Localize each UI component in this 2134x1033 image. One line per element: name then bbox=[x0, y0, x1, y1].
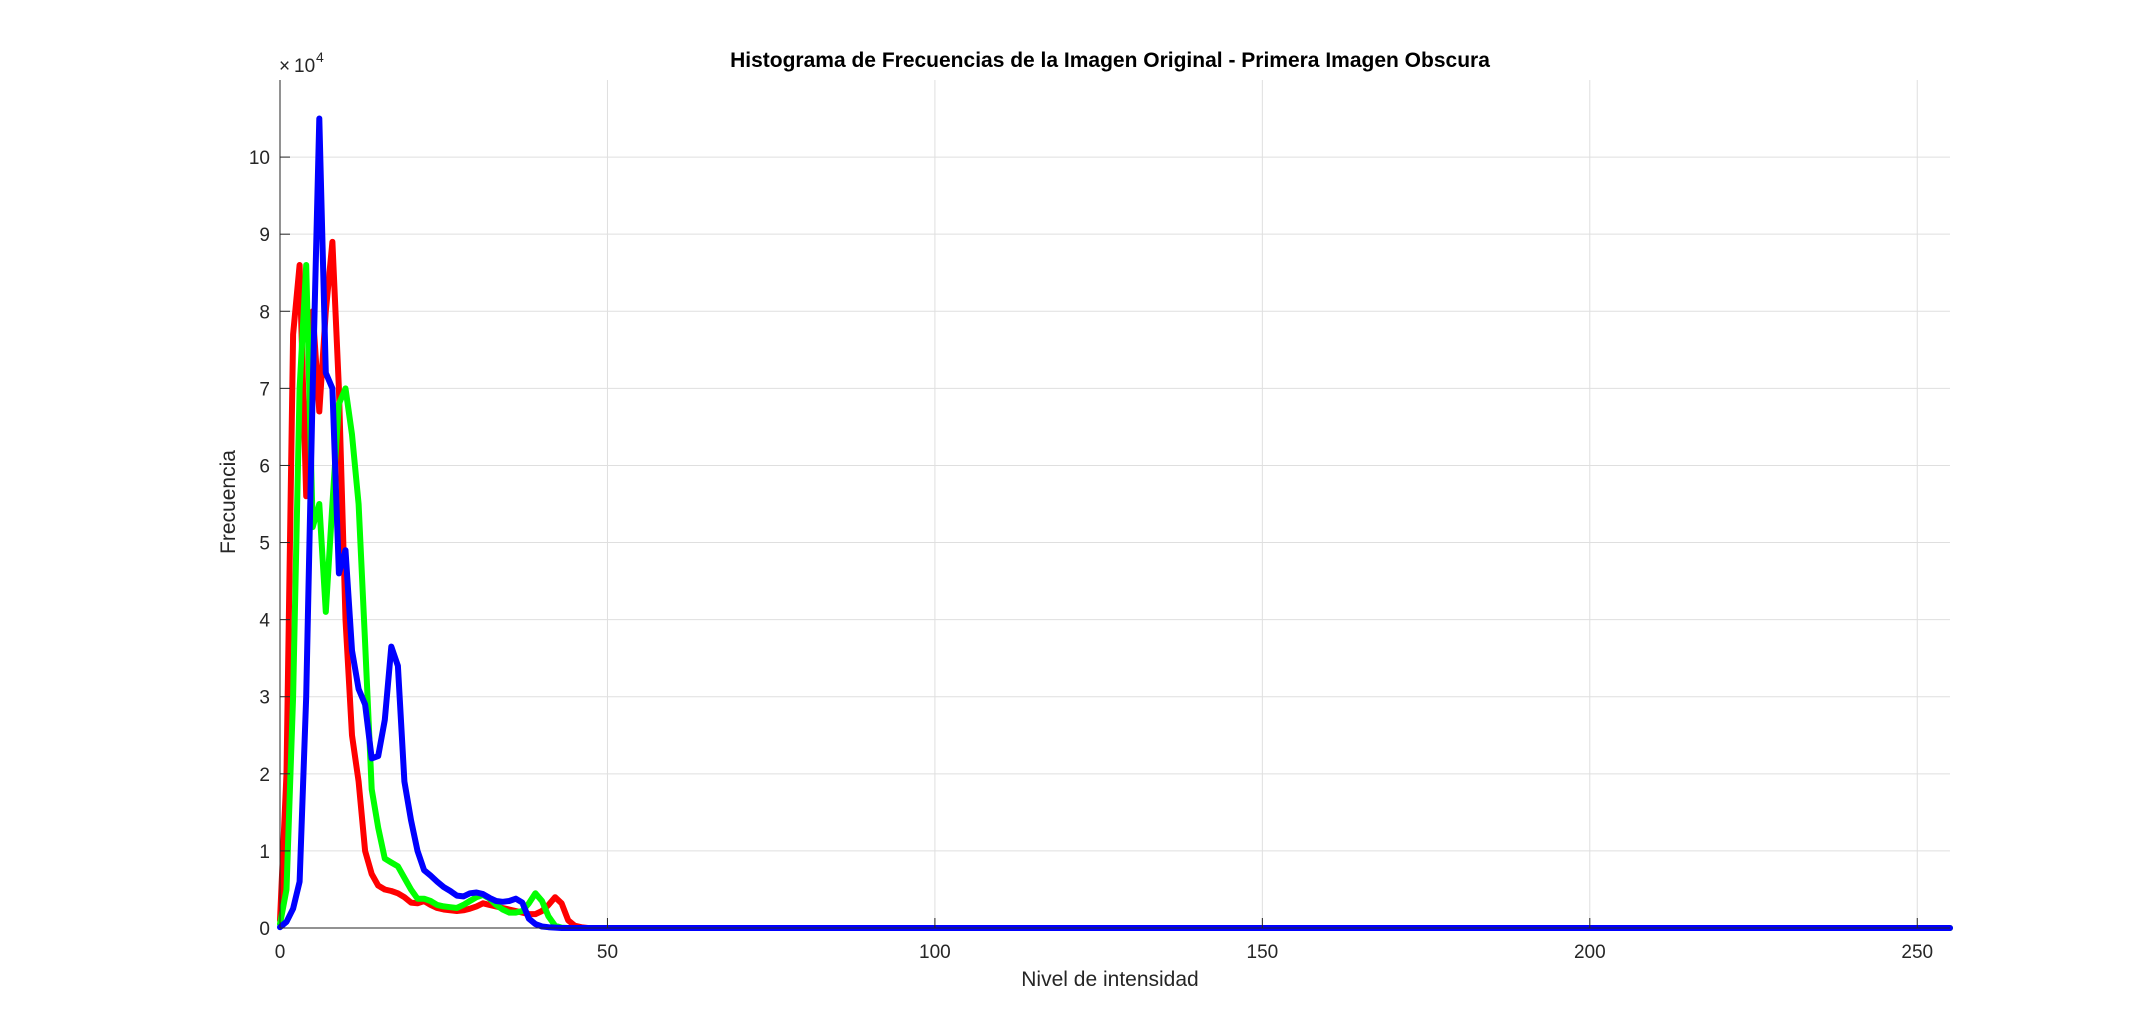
x-tick-label: 100 bbox=[919, 942, 951, 963]
y-tick-label: 10 bbox=[249, 148, 270, 169]
y-tick-label: 6 bbox=[259, 456, 270, 477]
y-tick-labels: 0 1 2 3 4 5 6 7 8 9 10 bbox=[249, 148, 271, 940]
grid-lines bbox=[279, 80, 1950, 929]
y-tick-label: 3 bbox=[259, 688, 270, 709]
y-tick-label: 1 bbox=[259, 842, 270, 863]
series-line-3 bbox=[277, 115, 1953, 931]
y-tick-label: 7 bbox=[259, 379, 270, 400]
y-exponent-label: × 10 4 bbox=[279, 49, 324, 77]
y-tick-label: 2 bbox=[259, 765, 270, 786]
x-tick-labels: 0 50 100 150 200 250 bbox=[275, 942, 1933, 963]
x-axis-label: Nivel de intensidad bbox=[1021, 968, 1198, 991]
series-line-1 bbox=[277, 238, 1953, 931]
y-exponent-multiplier: × bbox=[279, 56, 290, 77]
y-tick-label: 0 bbox=[259, 919, 270, 940]
y-exponent-power: 4 bbox=[316, 49, 324, 65]
y-tick-label: 4 bbox=[259, 611, 270, 632]
x-tick-label: 150 bbox=[1247, 942, 1279, 963]
y-tick-label: 9 bbox=[259, 225, 270, 246]
y-tick-label: 5 bbox=[259, 534, 270, 555]
x-tick-label: 250 bbox=[1901, 942, 1933, 963]
y-axis-label: Frecuencia bbox=[217, 450, 240, 554]
x-tick-label: 50 bbox=[597, 942, 618, 963]
x-tick-label: 0 bbox=[275, 942, 286, 963]
y-exponent-base: 10 bbox=[294, 56, 315, 77]
x-tick-label: 200 bbox=[1574, 942, 1606, 963]
y-tick-label: 8 bbox=[259, 302, 270, 323]
series-lines bbox=[277, 115, 1953, 931]
chart-title: Histograma de Frecuencias de la Imagen O… bbox=[730, 49, 1490, 72]
axes-frame bbox=[279, 80, 1950, 929]
